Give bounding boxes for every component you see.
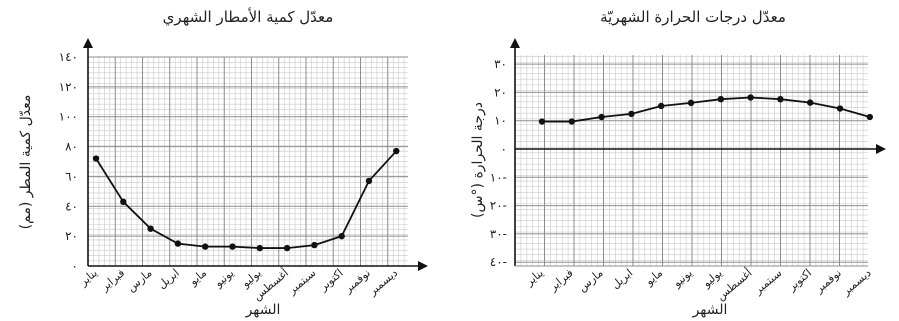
x-axis-label: الشهر — [245, 302, 281, 318]
temperature-point — [807, 99, 814, 106]
rainfall-point — [202, 243, 209, 250]
temperature-point — [717, 95, 724, 103]
rainfall-point — [120, 198, 127, 206]
x-tick-label: يناير — [76, 266, 100, 289]
rainfall-point — [92, 155, 100, 162]
temperature-line — [542, 96, 871, 123]
temperature-point — [747, 94, 754, 101]
x-tick-label: سبتمبر — [751, 266, 784, 297]
temperature-point — [687, 99, 695, 107]
x-tick-label: يونيو — [211, 266, 236, 290]
x-tick-label: ابريل — [155, 266, 181, 291]
y-tick-label: ١٠٠ — [59, 110, 78, 124]
rainfall-point — [229, 243, 236, 250]
y-tick-label: ٤٠ — [65, 199, 78, 213]
x-axis-arrow — [876, 144, 886, 154]
rainfall-point — [311, 241, 318, 249]
x-tick-label: اكتوبر — [785, 266, 814, 294]
rainfall-point — [283, 244, 291, 252]
x-tick-label: ابريل — [609, 266, 635, 291]
temperature-point — [658, 102, 665, 110]
rainfall-point — [365, 177, 373, 185]
x-tick-label: سبتمبر — [285, 266, 318, 297]
x-tick-label: اكتوبر — [316, 266, 345, 294]
temperature-point — [628, 110, 635, 118]
y-axis-label: درجة الحرارة (°س) — [470, 102, 486, 218]
chart-title: معدّل درجات الحرارة الشهريّة — [600, 8, 786, 26]
temperature-point — [538, 118, 546, 125]
x-tick-label: مارس — [125, 266, 155, 294]
temperature-point — [598, 113, 605, 121]
y-axis-label: معدّل كمية المطر (مم) — [18, 95, 34, 230]
rainfall-point — [256, 244, 263, 252]
x-tick-label: فبراير — [546, 266, 576, 294]
x-tick-label: مارس — [576, 266, 606, 294]
rainfall-point — [147, 225, 154, 232]
x-tick-label: ديسمبر — [365, 266, 400, 298]
x-tick-label: يونيو — [670, 266, 695, 290]
x-tick-label: فبراير — [98, 266, 128, 294]
temperature-point — [568, 118, 575, 125]
y-axis-arrow — [83, 38, 93, 48]
temperature-point — [866, 113, 873, 121]
y-tick-label: ٨٠ — [65, 140, 78, 154]
y-tick-label: ٢٠ — [494, 85, 507, 99]
x-tick-label: ديسمبر — [839, 266, 874, 298]
y-tick-label: ٦٠ — [65, 169, 78, 183]
y-tick-label: ٢٠- — [490, 199, 507, 213]
y-tick-label: ٤٠- — [490, 255, 507, 269]
temperature-point — [777, 95, 784, 103]
chart-title: معدّل كمية الأمطار الشهري — [163, 7, 334, 27]
y-tick-label: ٢٠ — [65, 229, 78, 243]
y-axis-arrow — [510, 38, 520, 48]
rainfall-line — [95, 150, 397, 249]
y-tick-label: ١٢٠ — [59, 80, 78, 94]
x-axis-label: الشهر — [692, 302, 728, 318]
rainfall-point — [338, 232, 345, 240]
x-tick-label: نوفمبر — [812, 266, 844, 296]
y-tick-label: ١٤٠ — [59, 50, 78, 64]
temperature-point — [836, 105, 844, 112]
rainfall-point — [393, 147, 400, 155]
y-tick-label: ٣٠ — [494, 57, 507, 71]
y-tick-label: ٠ — [72, 259, 78, 273]
x-axis-arrow — [418, 261, 428, 271]
x-tick-label: يناير — [522, 266, 546, 289]
y-tick-label: ٣٠- — [490, 227, 507, 241]
x-tick-label: مايو — [186, 266, 209, 288]
temperature-chart: ٣٠ ٢٠ ١٠ ٠ ١٠- ٢٠- ٣٠- ٤٠- يناير فبراير مارس ابريل م… — [470, 8, 886, 318]
y-tick-label: ١٠ — [494, 114, 507, 128]
rainfall-point — [174, 240, 182, 247]
y-tick-label: ٠ — [501, 142, 507, 156]
y-tick-label: ١٠- — [490, 170, 507, 184]
x-tick-label: مايو — [642, 266, 665, 288]
